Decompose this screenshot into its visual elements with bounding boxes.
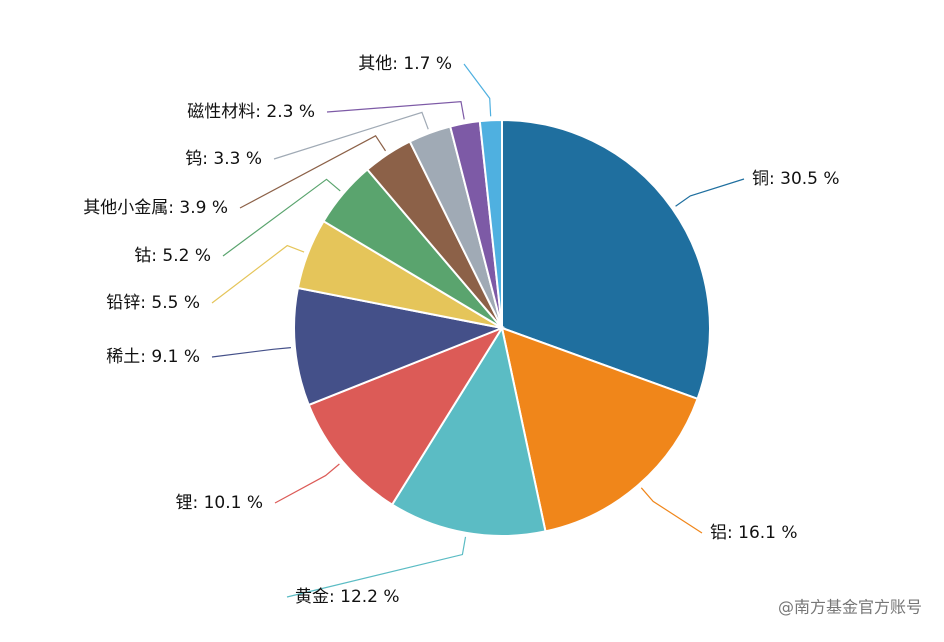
data-label: 锂: 10.1 % [175,493,263,513]
pie-slice [478,118,503,329]
leader-line [326,101,465,120]
data-label: 其他: 1.7 % [358,54,452,74]
pie-slice [501,118,711,401]
data-label: 稀土: 9.1 % [106,347,200,367]
data-label: 铅锌: 5.5 % [106,293,200,313]
leader-line [463,63,492,117]
data-label: 钴: 5.2 % [134,246,211,266]
pie-slice [500,326,699,533]
leader-line [274,463,340,504]
leader-line [211,244,305,304]
leader-line [286,536,467,598]
pie-slice [293,286,506,407]
leader-line [675,178,745,207]
leader-line [273,111,429,160]
data-label: 铜: 30.5 % [752,169,840,189]
leader-line [239,135,387,209]
pie-slice [390,325,547,537]
data-label: 黄金: 12.2 % [295,587,400,607]
pie-slice [307,325,505,506]
data-label: 磁性材料: 2.3 % [187,102,315,122]
leader-line [222,178,341,257]
leader-line [640,487,703,534]
data-label: 铝: 16.1 % [710,523,798,543]
data-label: 钨: 3.3 % [185,149,262,169]
watermark: @南方基金官方账号 [778,598,922,617]
leader-line [211,347,291,358]
data-label: 其他小金属: 3.9 % [83,198,228,218]
